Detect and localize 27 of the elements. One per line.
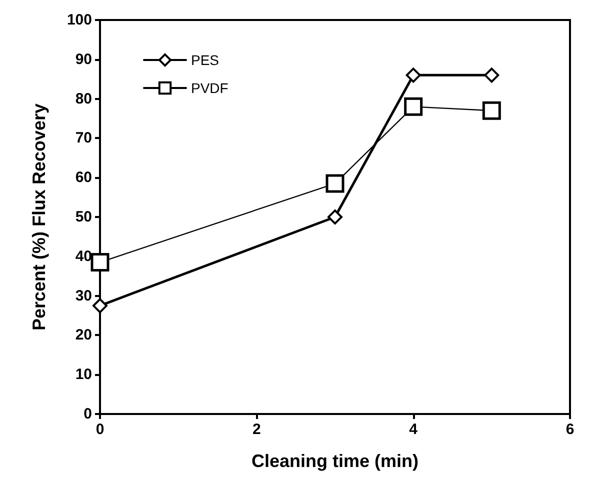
x-tick-label: 4 <box>409 421 418 438</box>
point <box>90 253 110 272</box>
y-tick-label: 50 <box>75 208 92 226</box>
point <box>328 210 342 224</box>
y-tick-label: 100 <box>66 12 92 28</box>
point <box>92 298 108 314</box>
point <box>482 101 501 120</box>
y-tick-label: 0 <box>84 406 92 422</box>
y-axis-title: Percent (%) Flux Recovery <box>29 103 49 331</box>
y-tick-label: 10 <box>75 366 92 384</box>
point <box>406 68 421 83</box>
y-tick-label: 20 <box>75 326 92 344</box>
y-tick-label: 70 <box>75 130 92 147</box>
point <box>404 97 423 116</box>
y-tick-label: 80 <box>75 90 92 108</box>
point <box>326 174 344 193</box>
y-tick-label: 40 <box>75 248 92 265</box>
legend-label: PVDF <box>191 80 228 96</box>
legend-label: PES <box>191 52 220 68</box>
y-tick-label: 60 <box>75 169 92 186</box>
point <box>484 68 500 83</box>
x-axis-title: Cleaning time (min) <box>251 451 419 471</box>
y-tick-label: 30 <box>75 287 92 304</box>
x-tick-label: 2 <box>252 421 261 438</box>
x-tick-label: 6 <box>566 421 574 438</box>
x-tick-label: 0 <box>96 421 104 438</box>
y-tick-label: 90 <box>75 50 92 68</box>
